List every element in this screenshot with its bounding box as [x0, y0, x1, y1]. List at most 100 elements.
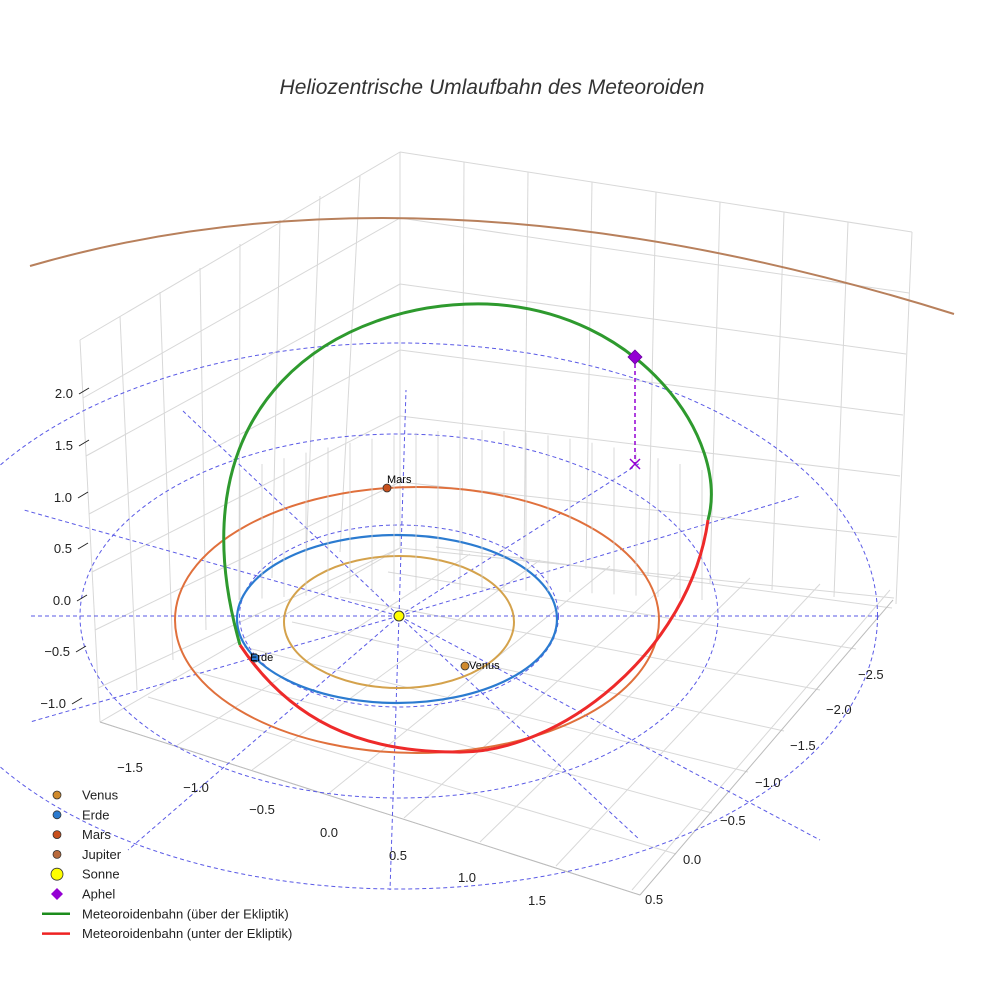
legend-circle-swatch [52, 810, 62, 820]
z-tick-mark [77, 542, 89, 550]
aphel-marker [627, 349, 643, 365]
y-tick-label: −2.5 [858, 667, 884, 682]
y-tick-label: −1.5 [790, 738, 816, 753]
radial-line-11 [398, 615, 641, 841]
grid-line-floor-b-5 [479, 577, 751, 843]
grid-line-floor-a-1 [147, 696, 677, 855]
legend-label: Venus [82, 788, 119, 803]
x-tick-label: 1.5 [528, 893, 546, 908]
orbit-jupiter [29, 216, 955, 315]
grid-line-floor-b-4 [403, 571, 681, 819]
x-tick-label: −1.0 [183, 780, 209, 795]
grid-line-floor-b-6 [555, 583, 821, 867]
z-tick-label: −0.5 [44, 644, 70, 659]
grid-line-rightwall-h-4 [399, 415, 901, 477]
z-tick-mark [78, 439, 90, 447]
planet-erde [250, 653, 260, 663]
z-tick-label: 2.0 [55, 386, 73, 401]
grid-line-rightwall-h-1 [399, 217, 910, 294]
legend-label: Aphel [82, 887, 115, 902]
planet-mars [382, 483, 392, 493]
grid-line-right-8 [895, 231, 913, 605]
legend-label: Sonne [82, 867, 120, 882]
legend-circle-swatch [50, 867, 64, 881]
z-tick-mark [75, 645, 87, 653]
point-label-mars: Mars [387, 474, 412, 486]
meteoroid-orbit-below [238, 519, 710, 754]
legend-item-0: Venus [52, 788, 119, 803]
sun [393, 610, 405, 622]
grid-line-floor-b-3 [327, 565, 611, 795]
z-tick-mark [71, 697, 83, 705]
grid-line-left-1 [119, 315, 138, 691]
legend-circle-swatch [52, 850, 62, 859]
y-tick-label: 0.5 [645, 892, 663, 907]
x-tick-label: 1.0 [458, 870, 476, 885]
point-label-erde: Erde [250, 652, 273, 664]
grid-line-left-0 [79, 339, 101, 723]
z-tick-mark [78, 387, 90, 395]
marker-layer: Mars Erde Venus [250, 349, 643, 672]
orbit-venus [283, 555, 515, 689]
grid-line-leftwall-h-0 [79, 151, 401, 341]
legend-circle-swatch [52, 790, 62, 800]
grid-line-rightwall-h-2 [399, 283, 907, 355]
grid-line-left-3 [199, 267, 207, 631]
grid-line-right-6 [771, 211, 785, 591]
grid-line-right-7 [833, 221, 849, 598]
chart-title: Heliozentrische Umlaufbahn des Meteoroid… [280, 76, 705, 99]
legend-circle-swatch [52, 830, 62, 839]
z-tick-mark [76, 594, 88, 602]
legend: Venus Erde Mars Jupiter Sonne Aphel Meteoroide… [42, 788, 292, 941]
radial-line-4 [398, 462, 641, 617]
x-tick-label: −1.5 [117, 760, 143, 775]
legend-item-1: Erde [52, 807, 109, 822]
radial-line-2 [182, 410, 400, 617]
grid-line-floor-b-2 [251, 559, 541, 771]
y-tick-label: −1.0 [755, 775, 781, 790]
x-tick-label: 0.0 [320, 825, 338, 840]
x-tick-label: 0.5 [389, 848, 407, 863]
grid-line-rightwall-h-0 [399, 151, 913, 233]
grid-line-leftwall-h-3 [88, 349, 401, 515]
x-axis-edge [99, 721, 641, 896]
tick-layer: −1.0 −0.5 0.0 0.5 1.0 1.5 2.0 −1.5 −1.0 −0.5 0.0 0.… [40, 386, 883, 908]
aphel-projection-marker [629, 458, 641, 470]
grid-line-floor-a-4 [291, 621, 785, 732]
grid-line-floor-a-6 [387, 571, 857, 650]
legend-item-2: Mars [52, 827, 111, 842]
y-tick-label: 0.0 [683, 852, 701, 867]
reference-grid [0, 342, 880, 891]
z-tick-mark [77, 491, 89, 499]
legend-item-5: Aphel [51, 887, 115, 902]
z-tick-label: −1.0 [40, 696, 66, 711]
grid-line-floor-b-7 [631, 589, 891, 891]
legend-diamond-swatch [51, 888, 63, 900]
grid-line-left-4 [238, 243, 241, 601]
legend-item-4: Sonne [50, 867, 120, 882]
box-back-panel [80, 152, 912, 722]
radial-line-3 [398, 389, 407, 617]
legend-label: Meteoroidenbahn (über der Ekliptik) [82, 906, 289, 921]
grid-line-left-5 [271, 219, 281, 579]
grid-line-floor-b-1 [175, 553, 471, 747]
legend-item-7: Meteoroidenbahn (unter der Ekliptik) [42, 926, 292, 941]
radial-line-0 [23, 509, 400, 617]
y-tick-label: −2.0 [826, 702, 852, 717]
grid-line-leftwall-h-4 [91, 415, 401, 573]
grid-line-rightwall-h-3 [399, 349, 904, 416]
grid-line-left-7 [339, 175, 361, 553]
orbit-erde [235, 533, 559, 705]
orbit-layer [29, 216, 955, 754]
grid-line-left-6 [305, 195, 321, 561]
y-tick-label: −0.5 [720, 813, 746, 828]
legend-label: Mars [82, 827, 111, 842]
y-axis-edge [639, 599, 894, 896]
legend-label: Erde [82, 807, 109, 822]
z-tick-label: 1.0 [54, 490, 72, 505]
grid-line-leftwall-h-5 [94, 481, 401, 631]
legend-item-6: Meteoroidenbahn (über der Ekliptik) [42, 906, 289, 921]
z-tick-label: 0.5 [54, 541, 72, 556]
point-label-venus: Venus [469, 660, 500, 672]
